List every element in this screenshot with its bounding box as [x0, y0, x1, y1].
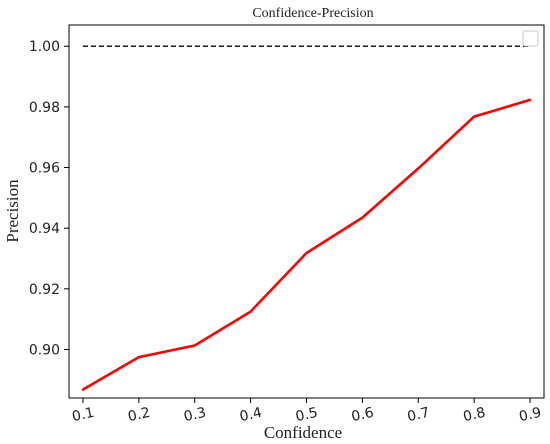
y-tick-label: 0.90: [29, 342, 60, 358]
y-tick-label: 0.92: [29, 282, 60, 298]
y-tick-label: 0.98: [29, 100, 60, 116]
x-axis: 0.1 0.2 0.3 0.4 0.5 0.6 0.7 0.8 0.9: [71, 398, 543, 425]
x-tick-label: 0.7: [406, 405, 431, 425]
x-tick-label: 0.4: [238, 405, 263, 425]
precision-line: [81, 98, 532, 391]
plot-frame: [68, 24, 545, 399]
x-tick-label: 0.5: [294, 405, 319, 425]
plot-lines: [81, 45, 532, 391]
y-tick-label: 0.94: [29, 221, 60, 237]
x-tick-label: 0.9: [518, 405, 543, 425]
x-tick-label: 0.3: [182, 405, 207, 425]
x-tick-label: 0.2: [127, 405, 152, 425]
y-axis: 0.90 0.92 0.94 0.96 0.98 1.00: [29, 39, 69, 358]
y-tick-label: 0.96: [29, 161, 60, 177]
y-tick-label: 1.00: [29, 39, 60, 55]
y-axis-label: Precision: [3, 179, 22, 243]
chart-title: Confidence-Precision: [252, 6, 373, 21]
legend-box: [522, 30, 539, 47]
x-tick-label: 0.1: [71, 405, 96, 425]
x-tick-label: 0.8: [462, 405, 487, 425]
x-axis-label: Confidence: [264, 423, 342, 442]
x-tick-label: 0.6: [350, 405, 375, 425]
